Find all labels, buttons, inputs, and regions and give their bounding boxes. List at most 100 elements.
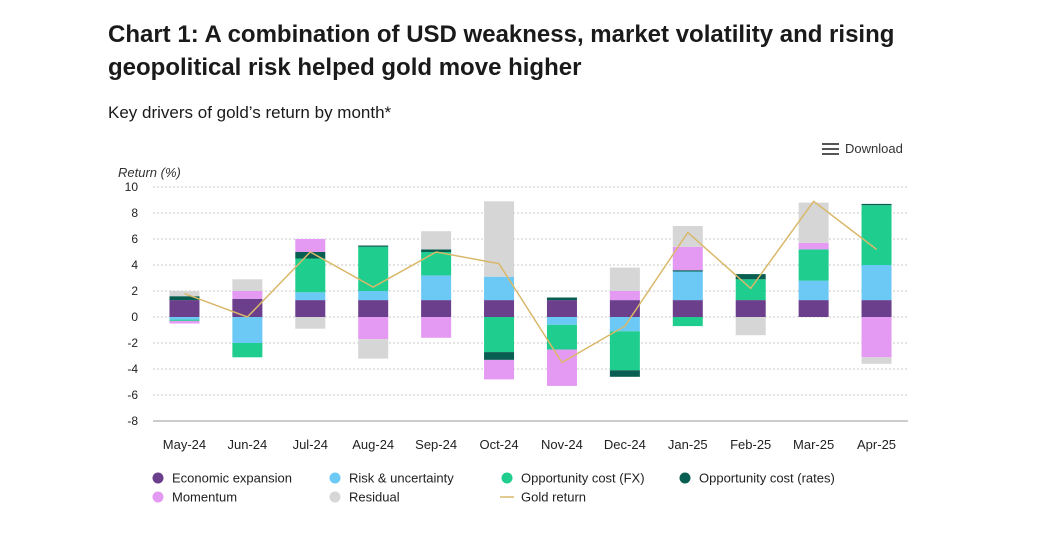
- legend-label-opportunity-cost-rates: Opportunity cost (rates): [699, 471, 835, 486]
- x-tick-label: Mar-25: [793, 437, 834, 452]
- bar-segment-economic-expansion: [484, 300, 515, 317]
- y-tick-label: 6: [131, 232, 138, 246]
- gold-return-line: [184, 200, 877, 364]
- bar-segment-residual: [358, 339, 389, 359]
- bar-segment-residual: [232, 279, 263, 291]
- x-tick-label: Aug-24: [352, 437, 394, 452]
- bar-segment-residual: [861, 357, 892, 364]
- bar-segment-momentum: [358, 317, 389, 340]
- bar-segment-risk-uncertainty: [546, 317, 577, 325]
- bar-segment-momentum: [609, 291, 640, 301]
- download-button[interactable]: Download: [822, 141, 903, 156]
- bar-segment-economic-expansion: [421, 300, 452, 317]
- bar-segment-opportunity-cost-rates: [484, 352, 515, 360]
- bar-segment-opportunity-cost-fx: [484, 317, 515, 353]
- bar-segment-opportunity-cost-rates: [735, 274, 766, 280]
- legend-label-gold-return: Gold return: [521, 490, 586, 505]
- x-tick-label: Oct-24: [480, 437, 519, 452]
- bar-segment-economic-expansion: [358, 300, 389, 317]
- y-tick-label: 2: [131, 284, 138, 298]
- bar-segment-economic-expansion: [609, 300, 640, 317]
- bar-segment-economic-expansion: [546, 300, 577, 317]
- bar-segment-risk-uncertainty: [295, 292, 326, 301]
- bar-segment-momentum: [798, 242, 829, 250]
- bar-segment-opportunity-cost-fx: [169, 319, 200, 321]
- bar-segment-opportunity-cost-rates: [861, 203, 892, 206]
- bar-segment-residual: [672, 226, 703, 247]
- bar-segment-opportunity-cost-rates: [546, 297, 577, 301]
- bar-segment-risk-uncertainty: [609, 317, 640, 332]
- y-axis-label: Return (%): [118, 165, 181, 180]
- bar-segment-momentum: [295, 239, 326, 252]
- bar-segment-opportunity-cost-fx: [295, 258, 326, 293]
- bar-segment-opportunity-cost-rates: [295, 252, 326, 259]
- legend-label-economic-expansion: Economic expansion: [172, 471, 292, 486]
- bar-segment-opportunity-cost-rates: [358, 245, 389, 247]
- y-tick-label: -6: [127, 388, 138, 402]
- bar-segment-risk-uncertainty: [861, 265, 892, 301]
- bar-segment-opportunity-cost-rates: [421, 249, 452, 252]
- legend-label-risk-uncertainty: Risk & uncertainty: [349, 471, 454, 486]
- bar-segment-risk-uncertainty: [169, 317, 200, 320]
- x-axis-ticks: May-24 Jun-24 Jul-24 Aug-24 Sep-24 Oct-24 Nov-…: [163, 437, 896, 452]
- bar-segment-opportunity-cost-fx: [358, 246, 389, 291]
- grid: [153, 186, 908, 422]
- x-tick-label: Feb-25: [730, 437, 771, 452]
- bar-segment-opportunity-cost-rates: [169, 296, 200, 301]
- download-label: Download: [845, 141, 903, 156]
- bar-segment-opportunity-cost-fx: [232, 343, 263, 358]
- bar-segment-economic-expansion: [735, 300, 766, 317]
- x-tick-label: Jun-24: [228, 437, 268, 452]
- bar-segment-residual: [735, 317, 766, 336]
- bar-segment-momentum: [546, 349, 577, 386]
- bar-segment-economic-expansion: [672, 300, 703, 317]
- bar-segment-economic-expansion: [295, 300, 326, 317]
- bars: [169, 201, 892, 386]
- bar-segment-risk-uncertainty: [798, 280, 829, 301]
- legend-marker-momentum: [152, 491, 164, 503]
- legend-marker-risk-uncertainty: [329, 472, 341, 484]
- legend-marker-opportunity-cost-rates: [679, 472, 691, 484]
- bar-segment-risk-uncertainty: [484, 276, 515, 301]
- legend-marker-economic-expansion: [152, 472, 164, 484]
- bar-segment-economic-expansion: [798, 300, 829, 317]
- bar-segment-momentum: [672, 246, 703, 271]
- bar-segment-opportunity-cost-fx: [672, 317, 703, 327]
- bar-segment-economic-expansion: [169, 300, 200, 317]
- bar-segment-opportunity-cost-fx: [798, 249, 829, 281]
- bar-segment-residual: [609, 267, 640, 291]
- bar-segment-risk-uncertainty: [421, 275, 452, 301]
- y-tick-label: 0: [131, 310, 138, 324]
- bar-segment-momentum: [232, 291, 263, 299]
- bar-segment-risk-uncertainty: [672, 271, 703, 301]
- bar-segment-opportunity-cost-rates: [672, 270, 703, 272]
- bar-segment-residual: [484, 201, 515, 277]
- gold-return-line-group: [184, 200, 877, 364]
- x-tick-label: Apr-25: [857, 437, 896, 452]
- bar-segment-momentum: [421, 317, 452, 338]
- bar-segment-risk-uncertainty: [358, 291, 389, 301]
- chart-title: Chart 1: A combination of USD weakness, …: [108, 21, 895, 81]
- bar-segment-economic-expansion: [861, 300, 892, 317]
- bar-segment-risk-uncertainty: [232, 317, 263, 343]
- bar-segment-momentum: [169, 320, 200, 324]
- bar-segment-momentum: [861, 317, 892, 358]
- y-tick-label: -4: [127, 362, 138, 376]
- legend-marker-opportunity-cost-fx: [501, 472, 513, 484]
- x-tick-label: Nov-24: [541, 437, 583, 452]
- legend-label-momentum: Momentum: [172, 490, 237, 505]
- bar-segment-momentum: [484, 359, 515, 380]
- chart-subtitle: Key drivers of gold’s return by month*: [108, 103, 392, 122]
- legend: Economic expansion Risk & uncertainty Oppo…: [152, 471, 835, 505]
- bar-segment-opportunity-cost-rates: [609, 370, 640, 377]
- bar-segment-opportunity-cost-fx: [609, 331, 640, 371]
- bar-segment-opportunity-cost-fx: [735, 279, 766, 301]
- bar-segment-residual: [295, 317, 326, 329]
- x-tick-label: Jan-25: [668, 437, 708, 452]
- y-tick-label: -2: [127, 336, 138, 350]
- x-tick-label: Sep-24: [415, 437, 457, 452]
- x-tick-label: Dec-24: [604, 437, 646, 452]
- y-axis-ticks: 10 8 6 4 2 0 -2 -4 -6 -8: [125, 180, 139, 428]
- bar-segment-opportunity-cost-fx: [421, 252, 452, 276]
